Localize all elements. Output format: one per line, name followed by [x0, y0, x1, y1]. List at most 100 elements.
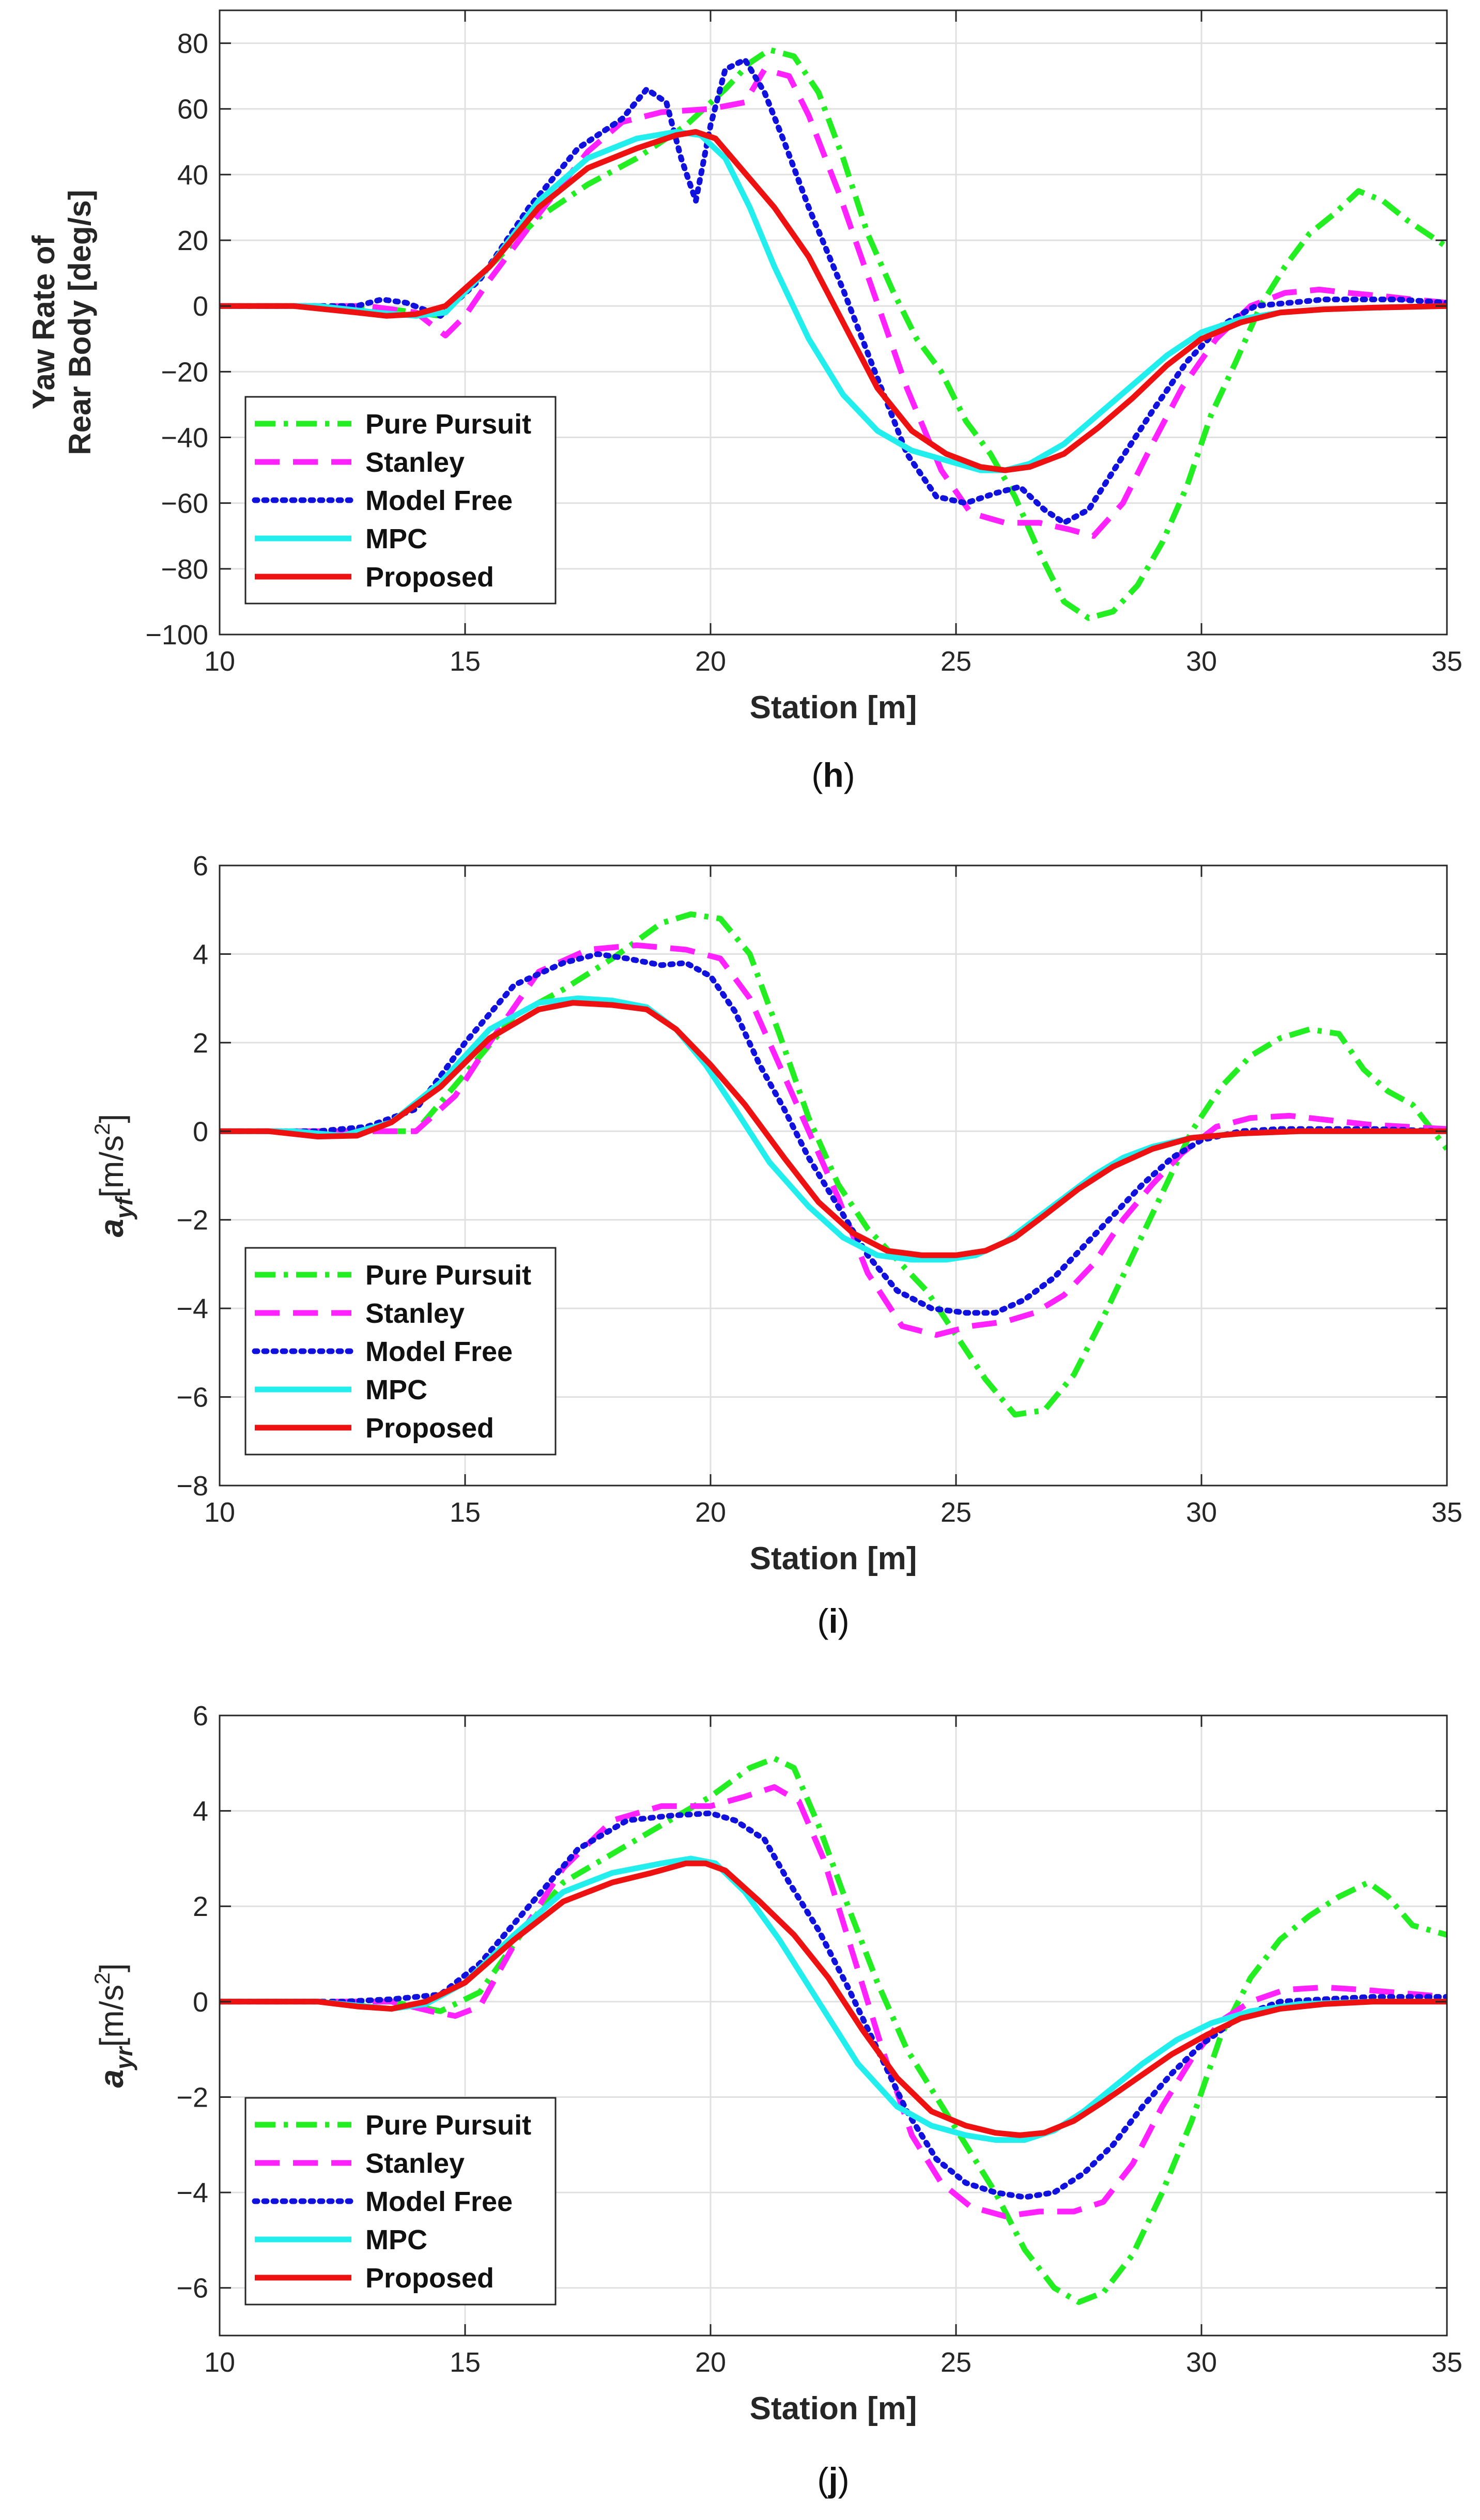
legend: Pure Pursuit Stanley Model Free MPC Proposed [244, 1247, 557, 1456]
y-tick-label: −80 [161, 554, 208, 585]
legend-label: Pure Pursuit [365, 2110, 531, 2141]
legend-label: Model Free [365, 485, 513, 516]
panel-caption: (i) [817, 1602, 849, 1640]
panel-caption-letter: i [828, 1602, 838, 1640]
series-line-pure-pursuit [220, 1755, 1447, 2305]
y-tick-label: −2 [176, 2082, 208, 2113]
y-tick-label: 6 [193, 1700, 208, 1731]
y-tick-label: −4 [176, 2177, 208, 2208]
legend-label: Proposed [365, 2263, 494, 2294]
y-tick-label: −100 [145, 620, 208, 651]
y-tick-label: 20 [177, 225, 208, 256]
y-tick-label: −40 [161, 423, 208, 454]
legend: Pure Pursuit Stanley Model Free MPC Proposed [244, 2097, 557, 2306]
x-tick-label: 25 [941, 2347, 972, 2378]
series-group [220, 47, 1447, 621]
x-tick-label: 25 [941, 1497, 972, 1528]
y-tick-label: 60 [177, 94, 208, 125]
x-tick-label: 10 [204, 2347, 235, 2378]
x-tick-label: 15 [450, 2347, 481, 2378]
y-axis-label-variable: a [93, 1219, 130, 1238]
y-tick-label: 0 [193, 291, 208, 322]
x-tick-label: 25 [941, 646, 972, 677]
panel-caption-open: ( [817, 1602, 828, 1640]
y-tick-label: 6 [193, 851, 208, 882]
legend-label: MPC [365, 523, 427, 554]
panel-caption-letter: j [827, 2461, 838, 2499]
x-tick-label: 20 [695, 646, 726, 677]
legend: Pure Pursuit Stanley Model Free MPC Proposed [244, 396, 557, 605]
y-tick-label: −20 [161, 357, 208, 388]
y-tick-label: 0 [193, 1116, 208, 1147]
y-axis-label-close: ] [93, 1114, 130, 1123]
x-tick-label: 10 [204, 1497, 235, 1528]
panel-caption-close: ) [844, 756, 855, 794]
legend-label: Stanley [365, 2148, 465, 2179]
panel-caption: (h) [811, 756, 855, 794]
y-tick-label: −6 [176, 1382, 208, 1413]
series-line-pure-pursuit [220, 911, 1447, 1418]
x-tick-label: 30 [1186, 2347, 1217, 2378]
y-axis-label: ayr[m/s2] [90, 1963, 137, 2088]
legend-label: Model Free [365, 1336, 513, 1367]
series-line-model-free [220, 1810, 1447, 2200]
y-axis-label-line2: Rear Body [deg/s] [63, 190, 97, 455]
y-tick-label: −4 [176, 1293, 208, 1324]
x-tick-label: 15 [450, 646, 481, 677]
y-tick-label: −8 [176, 1471, 208, 1502]
y-axis-label-close: ] [93, 1963, 130, 1972]
y-tick-label: 4 [193, 939, 208, 970]
x-tick-label: 10 [204, 646, 235, 677]
axes-box [219, 9, 1448, 636]
y-tick-label: −6 [176, 2273, 208, 2304]
series-line-stanley [220, 66, 1447, 539]
series-line-proposed [220, 1860, 1447, 2138]
legend-label: MPC [365, 1374, 427, 1405]
x-axis-label: Station [m] [750, 2391, 917, 2426]
y-axis-label-unit: [m/s [93, 1135, 130, 1198]
y-tick-label: 0 [193, 1987, 208, 2018]
series-line-proposed [220, 129, 1447, 473]
panel-caption-open: ( [817, 2461, 828, 2499]
x-axis-label: Station [m] [750, 690, 917, 725]
axes-box [219, 864, 1448, 1487]
series-group [220, 1755, 1447, 2305]
legend-label: MPC [365, 2224, 427, 2255]
chart-panel-i: 10 15 20 25 30 35 −8 −6 −4 −2 0 2 4 6 Station [m] ayf[m… [90, 851, 1462, 1640]
y-axis-label-superscript: 2 [90, 1972, 114, 1984]
x-tick-label: 35 [1431, 646, 1462, 677]
legend-label: Model Free [365, 2186, 513, 2217]
x-tick-label: 35 [1431, 1497, 1462, 1528]
y-axis-label-superscript: 2 [90, 1123, 114, 1135]
y-axis-label-line1: Yaw Rate of [26, 235, 61, 410]
y-axis-label-subscript: yr [111, 2046, 137, 2070]
legend-label: Proposed [365, 1413, 494, 1444]
panel-caption-open: ( [811, 756, 823, 794]
series-line-proposed [220, 1000, 1447, 1258]
y-axis-label: ayf[m/s2] [90, 1114, 137, 1238]
series-line-pure-pursuit [220, 47, 1447, 621]
y-tick-label: −60 [161, 488, 208, 519]
legend-label: Pure Pursuit [365, 1260, 531, 1291]
x-tick-label: 20 [695, 2347, 726, 2378]
x-tick-label: 30 [1186, 1497, 1217, 1528]
panel-caption-close: ) [838, 2461, 850, 2499]
y-tick-label: 80 [177, 28, 208, 59]
series-group [220, 911, 1447, 1418]
y-tick-label: 40 [177, 160, 208, 191]
y-tick-label: −2 [176, 1205, 208, 1236]
y-axis-label-variable: a [93, 2069, 130, 2088]
panel-caption-letter: h [823, 756, 843, 794]
legend-label: Stanley [365, 447, 465, 478]
y-axis-label: Yaw Rate ofRear Body [deg/s] [26, 190, 97, 455]
x-tick-label: 20 [695, 1497, 726, 1528]
y-axis-label-unit: [m/s [93, 1985, 130, 2047]
y-tick-label: 2 [193, 1891, 208, 1922]
chart-panel-h: 10 15 20 25 30 35 −100 −80 −60 −40 −20 0 20 40 60 80 Sta… [26, 9, 1462, 794]
axes-box [219, 1714, 1448, 2337]
y-axis-label-subscript: yf [111, 1195, 137, 1220]
panel-caption: (j) [817, 2461, 849, 2499]
x-tick-label: 15 [450, 1497, 481, 1528]
y-tick-label: 4 [193, 1796, 208, 1827]
